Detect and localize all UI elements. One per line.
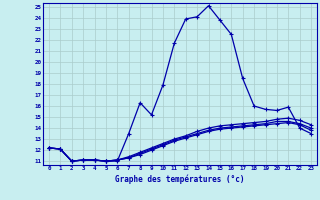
X-axis label: Graphe des températures (°c): Graphe des températures (°c) — [115, 174, 245, 184]
